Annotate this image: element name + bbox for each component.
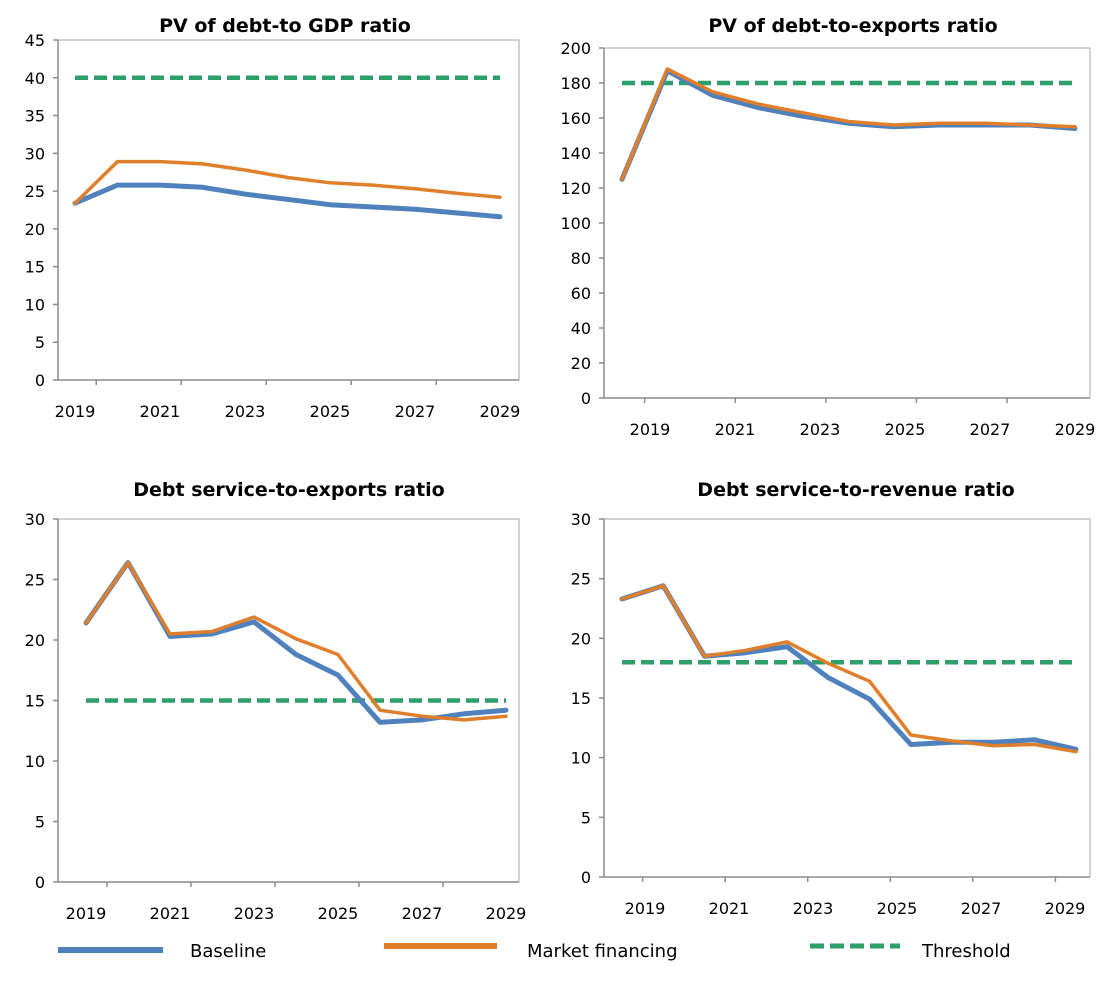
x-tick-label: 2027 (395, 402, 436, 421)
chart-title: PV of debt-to GDP ratio (159, 15, 411, 37)
x-tick-label: 2027 (961, 899, 1002, 918)
x-tick-label: 2027 (402, 904, 443, 923)
y-tick-label: 10 (25, 295, 45, 314)
y-tick-label: 30 (25, 510, 45, 529)
y-tick-label: 180 (560, 74, 591, 93)
plot-area (603, 47, 1091, 399)
series-line-market-financing (620, 67, 1077, 182)
y-tick-label: 5 (35, 333, 45, 352)
y-tick-label: 40 (571, 319, 591, 338)
chart-title: Debt service-to-exports ratio (133, 479, 445, 501)
x-tick-label: 2019 (630, 420, 671, 439)
y-tick-label: 30 (571, 510, 591, 529)
y-tick-label: 20 (571, 629, 591, 648)
x-tick-label: 2023 (234, 904, 275, 923)
y-tick-label: 0 (581, 389, 591, 408)
y-tick-label: 10 (25, 752, 45, 771)
x-tick-label: 2021 (140, 402, 181, 421)
x-tick-label: 2029 (486, 904, 527, 923)
y-tick-label: 140 (560, 144, 591, 163)
x-tick-label: 2019 (55, 402, 96, 421)
y-tick-label: 15 (25, 692, 45, 711)
x-tick-label: 2021 (715, 420, 756, 439)
y-tick-label: 25 (25, 571, 45, 590)
y-tick-label: 10 (571, 749, 591, 768)
x-tick-label: 2029 (480, 402, 521, 421)
chart-title: Debt service-to-revenue ratio (697, 479, 1014, 501)
x-tick-label: 2019 (66, 904, 107, 923)
legend-label-threshold: Threshold (921, 941, 1011, 962)
y-tick-label: 80 (571, 249, 591, 268)
legend-label-baseline: Baseline (190, 941, 266, 962)
chart-title: PV of debt-to-exports ratio (708, 15, 997, 37)
y-tick-label: 5 (581, 808, 591, 827)
series-line-market-financing (84, 560, 508, 722)
x-tick-label: 2025 (877, 899, 918, 918)
y-tick-label: 160 (560, 109, 591, 128)
legend: Baseline Market financing Threshold (58, 941, 1011, 962)
x-tick-label: 2027 (970, 420, 1011, 439)
y-tick-label: 20 (25, 220, 45, 239)
y-tick-label: 25 (571, 570, 591, 589)
legend-label-market-financing: Market financing (527, 941, 678, 962)
series-line-baseline (72, 182, 503, 220)
y-tick-label: 0 (35, 873, 45, 892)
x-tick-label: 2029 (1055, 420, 1096, 439)
y-tick-label: 15 (25, 258, 45, 277)
y-tick-label: 5 (35, 813, 45, 832)
x-tick-label: 2023 (225, 402, 266, 421)
x-tick-label: 2025 (885, 420, 926, 439)
y-tick-label: 20 (571, 354, 591, 373)
x-tick-label: 2021 (150, 904, 191, 923)
y-tick-label: 60 (571, 284, 591, 303)
y-tick-label: 30 (25, 144, 45, 163)
y-tick-label: 120 (560, 179, 591, 198)
x-tick-label: 2025 (310, 402, 351, 421)
x-tick-label: 2029 (1045, 899, 1086, 918)
series-line-market-financing (620, 584, 1078, 754)
y-tick-label: 40 (25, 69, 45, 88)
series-line-baseline (619, 583, 1079, 752)
x-tick-label: 2025 (318, 904, 359, 923)
chart-panel-3: Debt service-to-exports ratio05101520253… (25, 479, 527, 923)
chart-panel-2: PV of debt-to-exports ratio 0 20 40 60 80 100 1… (560, 15, 1095, 439)
series-line-market-financing (73, 159, 502, 205)
y-tick-label: 20 (25, 631, 45, 650)
x-tick-label: 2019 (625, 899, 666, 918)
y-tick-label: 200 (560, 39, 591, 58)
plot-area (603, 518, 1091, 878)
x-tick-label: 2021 (709, 899, 750, 918)
y-tick-label: 15 (571, 689, 591, 708)
y-tick-label: 0 (581, 868, 591, 887)
y-tick-label: 100 (560, 214, 591, 233)
x-tick-label: 2023 (800, 420, 841, 439)
y-tick-label: 35 (25, 107, 45, 126)
chart-panel-1: PV of debt-to GDP ratio05101520253035404… (25, 15, 521, 421)
y-tick-label: 25 (25, 182, 45, 201)
y-tick-label: 45 (25, 31, 45, 50)
y-tick-label: 0 (35, 371, 45, 390)
x-tick-label: 2023 (793, 899, 834, 918)
chart-panel-4: Debt service-to-revenue ratio05101520253… (571, 479, 1091, 918)
